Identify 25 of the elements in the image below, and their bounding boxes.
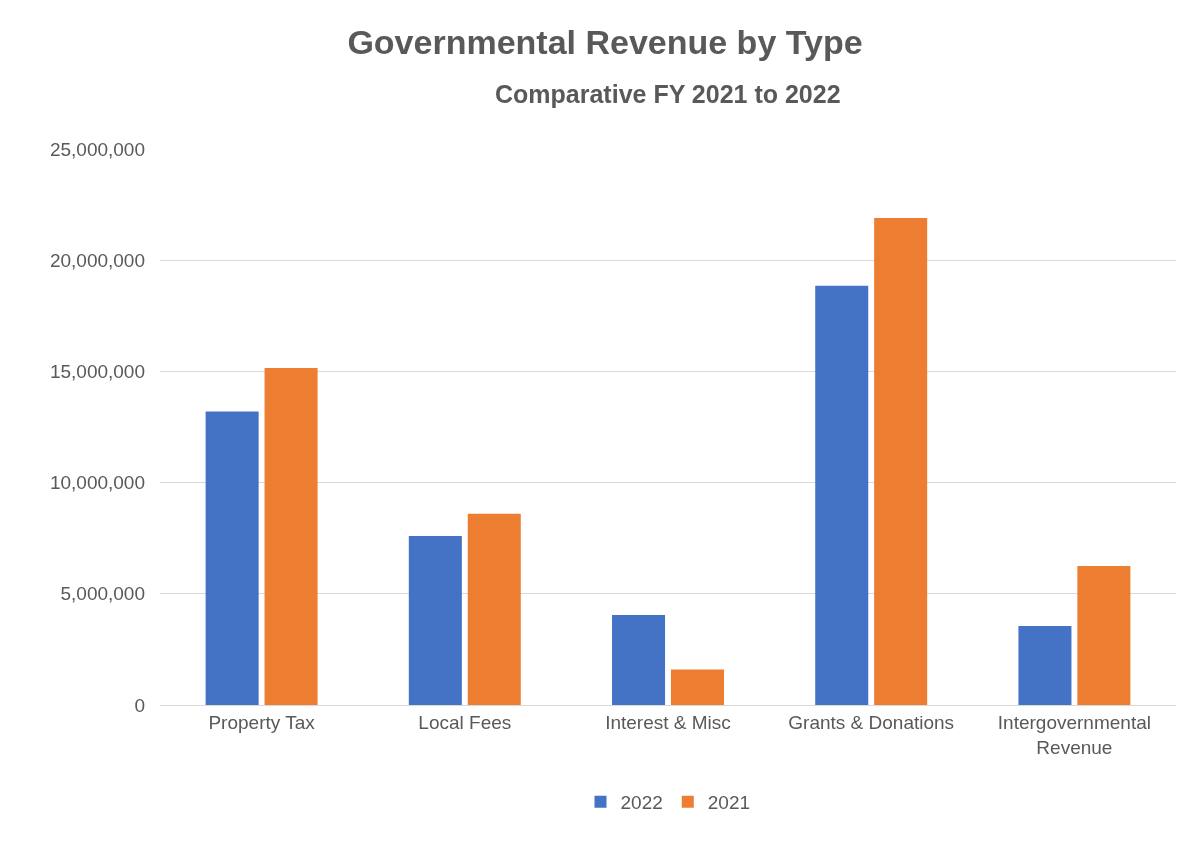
bar	[612, 614, 666, 705]
bar	[874, 217, 928, 705]
y-tick-label: 0	[134, 694, 145, 716]
bar	[264, 368, 318, 705]
bar	[467, 513, 521, 705]
legend-label: 2022	[620, 792, 663, 814]
bar	[205, 411, 259, 705]
y-tick-label: 25,000,000	[49, 138, 145, 160]
chart-title: Governmental Revenue by Type	[347, 22, 863, 61]
bar	[815, 285, 869, 705]
x-tick-label: Grants & Donations	[788, 711, 955, 733]
y-tick-label: 20,000,000	[49, 249, 145, 271]
bar	[670, 669, 724, 705]
x-tick-label: Interest & Misc	[605, 711, 731, 733]
x-tick-label: Local Fees	[418, 711, 512, 733]
x-tick-label: Intergovernmental Revenue	[997, 711, 1151, 758]
bar	[408, 535, 462, 705]
x-tick-label: Property Tax	[208, 711, 316, 733]
chart-subtitle: Comparative FY 2021 to 2022	[495, 80, 841, 108]
bar	[1077, 566, 1131, 705]
y-tick-label: 10,000,000	[49, 472, 145, 494]
legend-label: 2021	[707, 792, 751, 814]
y-tick-label: 5,000,000	[60, 583, 145, 605]
bar	[1018, 626, 1072, 705]
y-tick-label: 15,000,000	[49, 361, 145, 383]
